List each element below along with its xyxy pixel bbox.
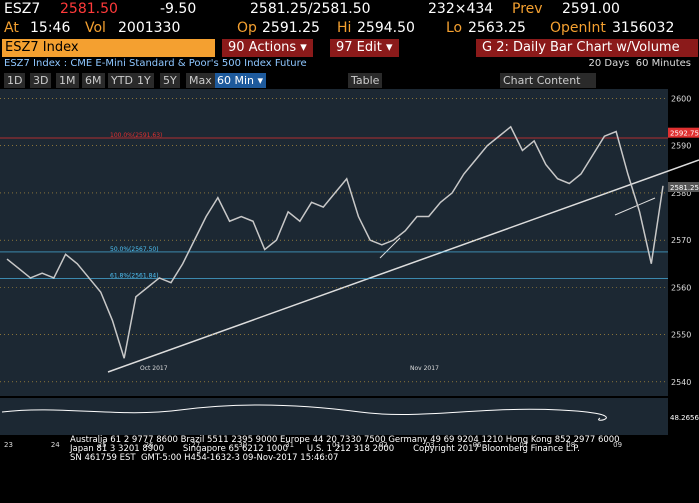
last: 2581.50 — [60, 1, 118, 17]
footer-line: SN 461759 EST GMT-5:00 H454-1632-3 09-No… — [70, 453, 339, 463]
at-label: At — [4, 20, 19, 36]
function-title: G 2: Daily Bar Chart w/Volume — [476, 39, 698, 57]
security-box[interactable]: ESZ7 Index — [2, 39, 215, 57]
period-button[interactable]: 1D — [4, 73, 26, 88]
range: 20 Days 60 Minutes — [588, 58, 692, 69]
price-tag-label: 2592.75 — [670, 130, 699, 138]
month-label: Oct 2017 — [140, 365, 168, 372]
level-label: 61.8%(2561.84) — [110, 273, 159, 280]
lo-label: Lo — [446, 20, 463, 36]
actions-button[interactable]: 90 Actions ▾ — [222, 39, 313, 57]
period-button[interactable]: YTD — [108, 73, 136, 88]
y-tick-label: 2580 — [671, 189, 691, 198]
period-button[interactable]: 6M — [82, 73, 105, 88]
arrow — [614, 197, 656, 216]
x-tick-label: 24 — [51, 441, 60, 449]
table-button[interactable]: Table — [348, 73, 383, 88]
price-tag-label: 2581.25 — [670, 184, 699, 192]
period-button[interactable]: 1Y — [134, 73, 154, 88]
footer-line: Australia 61 2 9777 8600 Brazil 5511 239… — [70, 435, 620, 445]
indicator-bg — [0, 398, 668, 435]
edit-button[interactable]: 97 Edit ▾ — [330, 39, 399, 57]
time: 15:46 — [30, 20, 71, 36]
indicator-label: 48.2656 — [670, 414, 699, 422]
change: -9.50 — [160, 1, 197, 17]
bid-ask: 2581.25/2581.50 — [250, 1, 371, 17]
hi-label: Hi — [337, 20, 352, 36]
description: ESZ7 Index : CME E-Mini Standard & Poor'… — [4, 58, 307, 69]
period-button[interactable]: 1M — [56, 73, 79, 88]
level-label: 50.0%(2567.50) — [110, 246, 159, 253]
y-tick-label: 2560 — [671, 283, 691, 292]
vol-label: Vol — [85, 20, 106, 36]
oi-label: OpenInt — [550, 20, 606, 36]
x-tick-label: 23 — [4, 441, 13, 449]
price-tag — [668, 182, 699, 193]
y-tick-label: 2540 — [671, 378, 691, 387]
indicator-line — [1, 404, 607, 421]
interval[interactable]: 60 Min ▾ — [214, 73, 267, 88]
y-tick-label: 2550 — [671, 331, 691, 340]
footer: Australia 61 2 9777 8600 Brazil 5511 239… — [70, 436, 620, 463]
size: 232×434 — [428, 1, 494, 17]
period-button[interactable]: Max — [186, 73, 215, 88]
ticker: ESZ7 — [4, 1, 41, 17]
op: 2591.25 — [262, 20, 320, 36]
arrow — [379, 237, 401, 259]
plot-bg — [0, 89, 668, 396]
price-line — [6, 125, 664, 359]
content-button[interactable]: Chart Content — [500, 73, 596, 88]
lo: 2563.25 — [468, 20, 526, 36]
hi: 2594.50 — [357, 20, 415, 36]
y-tick-label: 2600 — [671, 94, 691, 103]
op-label: Op — [237, 20, 257, 36]
stats-row: At 15:46 Vol 2001330 Op 2591.25 Hi 2594.… — [0, 19, 699, 38]
price-tag — [668, 127, 699, 138]
level-label: 100.0%(2591.63) — [110, 132, 162, 139]
vol: 2001330 — [118, 20, 181, 36]
period-button[interactable]: 5Y — [160, 73, 180, 88]
month-label: Nov 2017 — [410, 365, 439, 372]
y-tick-label: 2570 — [671, 236, 691, 245]
prev-label: Prev — [512, 1, 543, 17]
period-button[interactable]: 3D — [30, 73, 52, 88]
oi: 3156032 — [612, 20, 675, 36]
y-tick-label: 2590 — [671, 142, 691, 151]
prev: 2591.00 — [562, 1, 620, 17]
trend-line — [107, 159, 699, 373]
footer-line: Japan 81 3 3201 8900 Singapore 65 6212 1… — [70, 444, 580, 454]
quote-row: ESZ7 2581.50 -9.50 2581.25/2581.50 232×4… — [0, 0, 699, 19]
